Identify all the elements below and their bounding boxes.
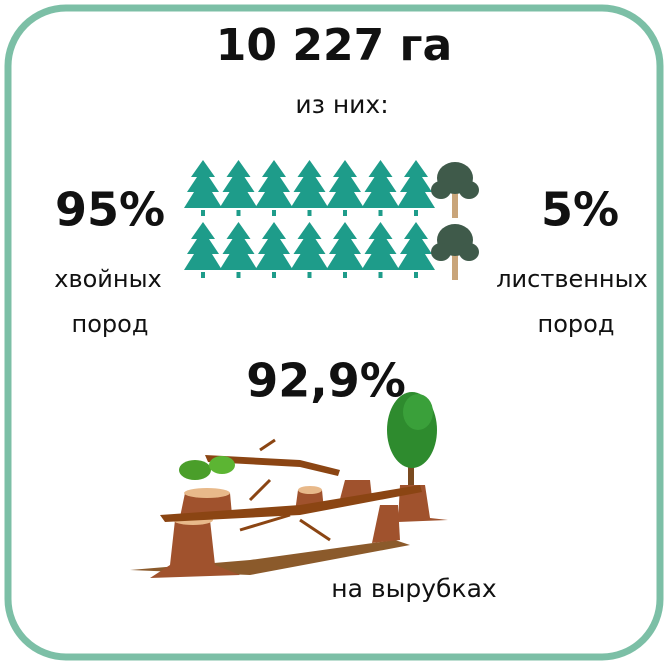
conifer-trunk: [237, 272, 241, 278]
conifer-label: хвойных: [54, 265, 161, 293]
stump-top: [184, 488, 230, 498]
conifer-trunk: [308, 210, 312, 216]
conifer-trunk: [308, 272, 312, 278]
deciduous-label: пород: [538, 310, 615, 338]
subtitle: из них:: [295, 90, 388, 119]
conifer-trunk: [201, 272, 205, 278]
total: 10 227 га: [216, 20, 452, 71]
deciduous-crown: [459, 181, 479, 199]
deciduous-crown: [459, 243, 479, 261]
deciduous-crown: [431, 243, 451, 261]
conifer-trunk: [237, 210, 241, 216]
conifer-trunk: [379, 272, 383, 278]
logging-percent: 92,9%: [246, 354, 406, 408]
conifer-trunk: [343, 210, 347, 216]
conifer-trunk: [272, 272, 276, 278]
conifer-percent: 95%: [55, 183, 165, 237]
foliage: [209, 456, 235, 474]
tree-crown: [403, 394, 433, 430]
conifer-trunk: [201, 210, 205, 216]
logging-label: на вырубках: [331, 574, 496, 603]
infographic: 10 227 га из них: 95% хвойных пород 5% л…: [0, 0, 668, 665]
page: 10 227 га из них: 95% хвойных пород 5% л…: [0, 0, 668, 665]
stump-top: [298, 486, 322, 494]
conifer-trunk: [272, 210, 276, 216]
conifer-trunk: [343, 272, 347, 278]
foliage: [179, 460, 211, 480]
conifer-trunk: [414, 210, 418, 216]
conifer-label: пород: [72, 310, 149, 338]
deciduous-label: лиственных: [496, 265, 648, 293]
conifer-trunk: [414, 272, 418, 278]
conifer-trunk: [379, 210, 383, 216]
deciduous-crown: [431, 181, 451, 199]
deciduous-percent: 5%: [541, 183, 619, 237]
